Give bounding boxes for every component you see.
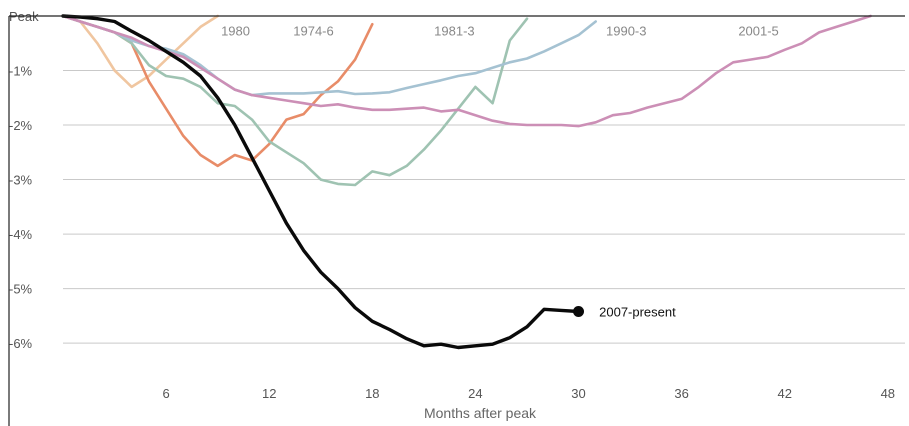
- y-tick-label: -2%: [9, 118, 33, 133]
- series-label: 1990-3: [606, 24, 646, 39]
- y-tick-label: -3%: [9, 173, 33, 188]
- x-tick-label: 30: [571, 386, 585, 401]
- series-line-2007-present: [61, 14, 581, 350]
- series-line-2001-5: [61, 14, 872, 128]
- x-tick-label: 42: [777, 386, 791, 401]
- axis-ticks: Peak-1%-2%-3%-4%-5%-6%6 12 18 24 30 36 42 48: [9, 9, 895, 401]
- y-tick-label: -5%: [9, 282, 33, 297]
- series-labels: 1980 1974-6 1981-3 1990-3 2001-5 2007-present: [221, 24, 779, 320]
- x-tick-label: 6: [162, 386, 169, 401]
- series-label: 2001-5: [738, 24, 778, 39]
- x-tick-label: 48: [881, 386, 895, 401]
- x-axis-title: Months after peak: [424, 405, 537, 421]
- y-tick-label: -6%: [9, 336, 33, 351]
- series-label: 1981-3: [434, 24, 474, 39]
- x-tick-label: 24: [468, 386, 482, 401]
- x-tick-label: 12: [262, 386, 276, 401]
- series-lines: [61, 14, 872, 350]
- series-line-1980: [61, 14, 219, 89]
- series-label: 2007-present: [599, 304, 676, 319]
- y-tick-label: -1%: [9, 64, 33, 79]
- y-tick-label: -4%: [9, 227, 33, 242]
- x-tick-label: 36: [674, 386, 688, 401]
- x-tick-label: 18: [365, 386, 379, 401]
- series-label: 1980: [221, 24, 250, 39]
- series-line-1981-3: [61, 14, 529, 187]
- series-end-marker: [573, 305, 585, 317]
- series-label: 1974-6: [293, 24, 333, 39]
